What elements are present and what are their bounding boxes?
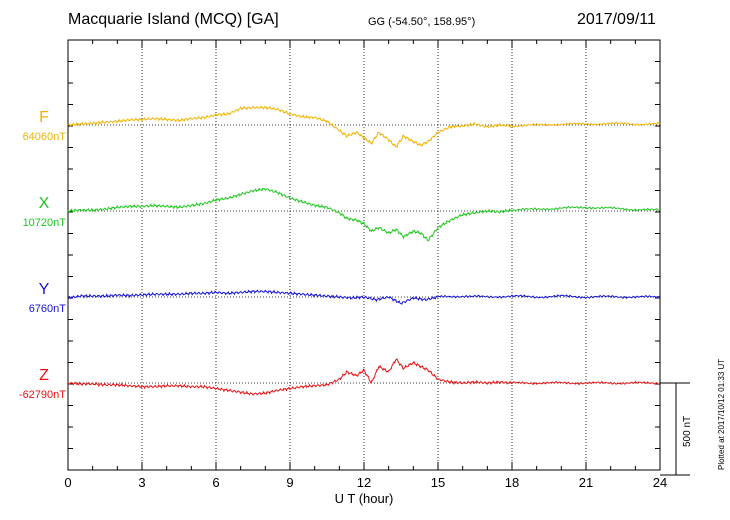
series-baseline-x: 10720nT [23,217,67,229]
x-tick-label: 9 [286,475,293,490]
series-name-y: Y [39,281,50,298]
station-coordinates: GG (-54.50°, 158.95°) [368,16,476,28]
x-tick-label: 0 [64,475,71,490]
series-name-x: X [39,195,50,212]
series-name-z: Z [39,367,49,384]
chart-title: Macquarie Island (MCQ) [GA] [68,11,279,28]
plot-frame [67,39,661,471]
x-tick-label: 12 [357,475,371,490]
series-baseline-z: -62790nT [19,389,66,401]
x-tick-label: 18 [505,475,519,490]
x-tick-label: 3 [138,475,145,490]
x-tick-label: 21 [579,475,593,490]
chart-date: 2017/09/11 [577,11,656,28]
series-line-y [67,289,661,305]
series-line-x [67,187,661,242]
series-baseline-y: 6760nT [29,303,67,315]
series-name-f: F [39,109,49,126]
x-axis-label: U T (hour) [335,491,394,506]
x-tick-label: 15 [431,475,445,490]
series-line-z [67,358,661,396]
series-baseline-f: 64060nT [23,131,67,143]
x-tick-label: 6 [212,475,219,490]
series-line-f [67,105,661,148]
x-tick-label: 24 [653,475,667,490]
